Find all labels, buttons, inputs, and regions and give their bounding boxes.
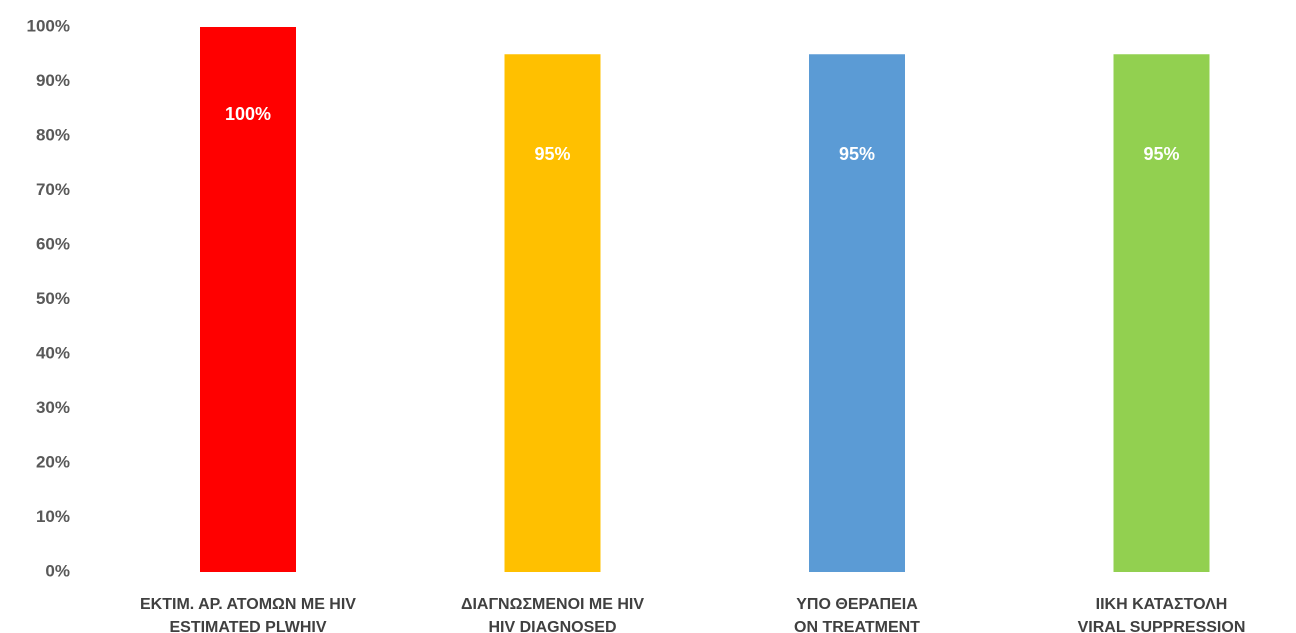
y-tick-label: 50% <box>36 289 70 308</box>
value-label: 95% <box>534 144 570 164</box>
y-tick-label: 10% <box>36 507 70 526</box>
y-tick-label: 80% <box>36 125 70 144</box>
bar <box>504 54 601 572</box>
value-label: 95% <box>839 144 875 164</box>
bar <box>200 27 296 572</box>
y-tick-label: 40% <box>36 343 70 362</box>
bar <box>1113 54 1210 572</box>
y-tick-label: 30% <box>36 398 70 417</box>
x-tick-label: ΕΚΤΙΜ. ΑΡ. ΑΤΟΜΩΝ ΜΕ HIV <box>140 596 356 613</box>
x-tick-label: ON TREATMENT <box>794 619 920 633</box>
x-tick-label: ΙΙΚΗ ΚΑΤΑΣΤΟΛΗ <box>1096 596 1228 613</box>
x-tick-label: VIRAL SUPPRESSION <box>1078 619 1246 633</box>
y-tick-label: 100% <box>27 16 70 35</box>
value-label: 100% <box>225 104 271 124</box>
x-tick-label: ΔΙΑΓΝΩΣΜΕΝΟΙ ΜΕ HIV <box>461 596 644 613</box>
bar <box>809 54 905 572</box>
y-tick-label: 0% <box>45 561 70 580</box>
y-tick-label: 90% <box>36 71 70 90</box>
y-tick-label: 60% <box>36 234 70 253</box>
y-tick-label: 70% <box>36 180 70 199</box>
value-label: 95% <box>1143 144 1179 164</box>
x-tick-label: ESTIMATED PLWHIV <box>169 619 326 633</box>
x-tick-label: HIV DIAGNOSED <box>488 619 616 633</box>
x-tick-label: ΥΠΟ ΘΕΡΑΠΕΙΑ <box>796 596 918 613</box>
y-tick-label: 20% <box>36 452 70 471</box>
